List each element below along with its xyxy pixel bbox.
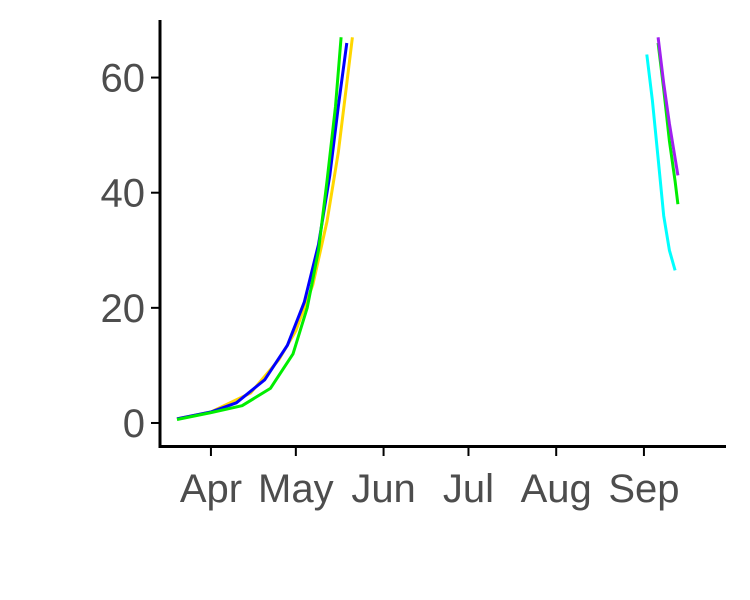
x-tick-label: Sep	[608, 467, 679, 511]
series-line-0	[176, 37, 354, 421]
series-layer	[176, 37, 680, 421]
series-line-2	[176, 37, 343, 421]
y-tick-label: 0	[123, 402, 145, 446]
axes-layer	[158, 20, 726, 448]
series-line-1	[176, 42, 349, 421]
x-tick-label: May	[258, 467, 334, 511]
series-line-3	[645, 54, 677, 271]
ticks-layer: 0 20 40 60 Apr May Jun Jul Aug Sep	[101, 57, 680, 511]
series-line-5	[656, 37, 680, 176]
x-tick-label: Apr	[180, 467, 242, 511]
y-tick-label: 40	[101, 172, 146, 216]
x-tick-label: Jul	[443, 467, 494, 511]
y-tick-label: 60	[101, 57, 146, 101]
y-tick-label: 20	[101, 287, 146, 331]
x-tick-label: Jun	[351, 467, 416, 511]
x-tick-label: Aug	[521, 467, 592, 511]
